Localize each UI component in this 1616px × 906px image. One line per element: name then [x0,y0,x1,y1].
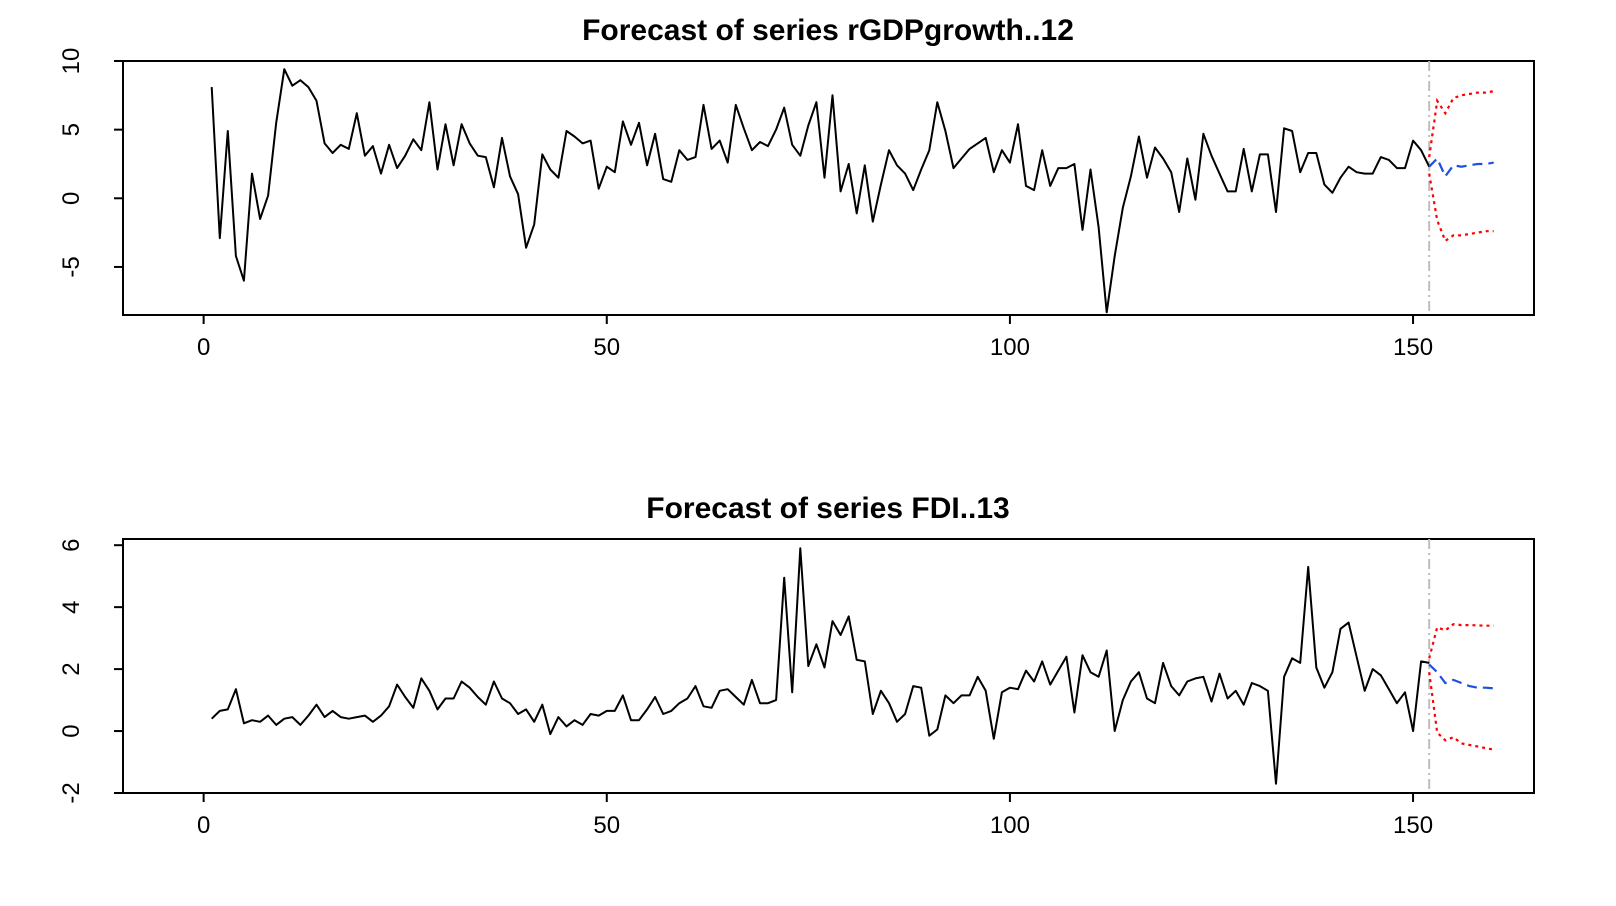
x-tick-label: 0 [197,334,210,361]
upper-bound-line [1428,90,1494,158]
y-tick-label: 0 [58,192,85,205]
y-tick-label: 4 [58,600,85,613]
plot-frame [122,538,1535,794]
plot-frame [122,60,1535,316]
x-tick-label: 100 [990,334,1030,361]
forecast-series-line [1428,663,1494,690]
panel-fdi: Forecast of series FDI..13 0 50 100 150 -2 0 2… [58,492,1535,839]
history-series-line [211,547,1430,785]
y-tick-label: 5 [58,123,85,136]
panel-rgdp-growth: Forecast of series rGDPgrowth..12 0 50 100… [58,14,1535,361]
y-tick-label: 6 [58,539,85,552]
y-tick-label: -5 [58,256,85,277]
y-tick-label: -2 [58,782,85,803]
x-tick-label: 100 [990,812,1030,839]
y-tick-label: 10 [58,48,85,75]
forecast-series-line [1428,156,1494,179]
x-tick-label: 150 [1393,334,1433,361]
x-tick-label: 50 [593,334,620,361]
chart-title: Forecast of series FDI..13 [646,492,1010,525]
x-tick-label: 150 [1393,812,1433,839]
x-tick-label: 0 [197,812,210,839]
y-tick-label: 0 [58,724,85,737]
chart-title: Forecast of series rGDPgrowth..12 [582,14,1074,47]
x-tick-label: 50 [593,812,620,839]
lower-bound-line [1428,173,1494,243]
upper-bound-line [1428,623,1494,659]
history-series-line [210,68,1431,314]
lower-bound-line [1428,672,1494,751]
y-tick-label: 2 [58,662,85,675]
